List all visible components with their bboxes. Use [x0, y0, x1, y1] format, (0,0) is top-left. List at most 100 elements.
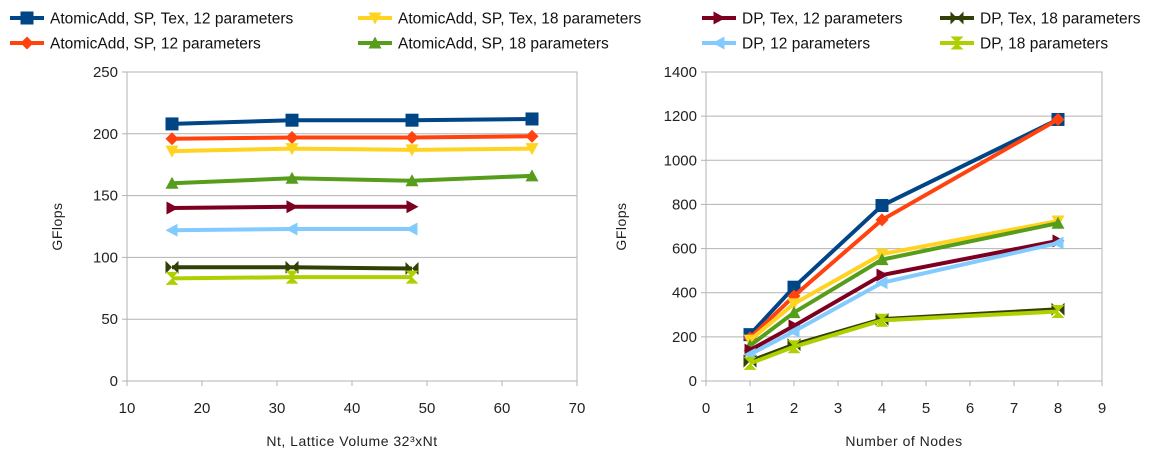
legend: AtomicAdd, SP, Tex, 12 parameters AtomicA… — [10, 11, 1141, 53]
data-point — [405, 144, 419, 157]
data-point — [525, 143, 539, 156]
y-tick-label: 1400 — [664, 64, 697, 81]
data-point — [166, 201, 179, 215]
data-point — [406, 200, 419, 214]
x-tick-label: 7 — [1010, 400, 1018, 417]
y-tick-label: 800 — [672, 196, 697, 213]
data-point — [1051, 304, 1065, 318]
series-atomicadd-sp-tex-18-parameters — [165, 143, 539, 158]
data-point — [788, 319, 801, 333]
y-tick-label: 200 — [672, 329, 697, 346]
data-point — [787, 306, 801, 319]
data-point — [875, 199, 889, 213]
legend-marker — [712, 36, 725, 50]
series-atomicadd-sp-tex-12-parameters — [165, 112, 539, 131]
legend-item: DP, Tex, 12 parameters — [702, 11, 903, 28]
data-point — [165, 117, 179, 131]
legend-item: AtomicAdd, SP, 18 parameters — [358, 36, 609, 53]
series-dp-18-parameters — [165, 270, 419, 285]
series-line — [171, 116, 533, 126]
y-tick-label: 0 — [689, 373, 697, 390]
y-tick-label: 0 — [110, 373, 118, 390]
data-point — [285, 171, 299, 184]
y-tick-label: 100 — [93, 249, 118, 266]
series-line — [749, 309, 1059, 366]
data-point — [875, 313, 889, 327]
data-point — [165, 271, 179, 285]
data-point — [525, 129, 539, 143]
legend-label: DP, Tex, 18 parameters — [980, 11, 1141, 28]
x-tick-label: 20 — [194, 400, 211, 417]
x-tick-label: 9 — [1098, 400, 1106, 417]
data-point — [285, 143, 299, 156]
series-line — [748, 117, 1059, 337]
data-point — [787, 280, 801, 294]
data-point — [286, 200, 299, 214]
legend-label: AtomicAdd, SP, 12 parameters — [50, 36, 261, 53]
data-point — [525, 112, 539, 126]
x-tick-label: 4 — [878, 400, 886, 417]
y-tick-label: 400 — [672, 285, 697, 302]
data-point — [405, 131, 419, 145]
data-point — [1051, 236, 1064, 250]
legend-marker — [368, 36, 382, 49]
legend-label: DP, 18 parameters — [980, 36, 1108, 53]
x-tick-label: 1 — [746, 400, 754, 417]
series-dp-tex-12-parameters — [166, 200, 419, 215]
x-tick-label: 0 — [702, 400, 710, 417]
series-atomicadd-sp-18-parameters — [165, 169, 539, 189]
series-dp-12-parameters — [165, 222, 418, 237]
legend-item: DP, 18 parameters — [940, 36, 1108, 53]
series-line — [171, 173, 533, 186]
legend-marker — [368, 12, 382, 25]
series-line — [749, 238, 1059, 352]
data-point — [165, 260, 179, 274]
y-tick-label: 50 — [101, 311, 118, 328]
data-point — [787, 324, 800, 338]
data-point — [405, 113, 419, 127]
legend-item: DP, 12 parameters — [702, 36, 870, 53]
series-dp-12-parameters — [743, 236, 1064, 362]
legend-marker — [20, 11, 34, 25]
data-point — [405, 222, 418, 236]
y-tick-label: 600 — [672, 241, 697, 258]
y-axis-label: GFlops — [49, 202, 65, 250]
series-line — [171, 275, 412, 281]
x-axis-label: Number of Nodes — [845, 433, 962, 449]
legend-marker — [20, 36, 34, 50]
x-tick-label: 6 — [966, 400, 974, 417]
series-line — [172, 265, 413, 271]
data-point — [405, 174, 419, 187]
legend-label: DP, 12 parameters — [742, 36, 870, 53]
data-point — [875, 253, 889, 266]
legend-label: AtomicAdd, SP, Tex, 18 parameters — [398, 11, 641, 28]
plot-frame — [705, 71, 1103, 382]
data-point — [285, 113, 299, 127]
legend-marker — [950, 36, 964, 50]
y-tick-label: 1000 — [664, 152, 697, 169]
data-point — [165, 145, 179, 158]
series-line — [748, 221, 1059, 348]
data-point — [525, 169, 539, 182]
x-tick-label: 10 — [119, 400, 136, 417]
legend-marker — [950, 11, 964, 25]
data-point — [165, 223, 178, 237]
legend-label: AtomicAdd, SP, 18 parameters — [398, 36, 609, 53]
series-line — [171, 134, 533, 141]
legend-item: AtomicAdd, SP, 12 parameters — [10, 36, 261, 53]
x-tick-label: 2 — [790, 400, 798, 417]
y-axis-label: GFlops — [613, 202, 629, 250]
legend-item: AtomicAdd, SP, Tex, 12 parameters — [10, 11, 293, 28]
data-point — [165, 176, 179, 189]
x-tick-label: 70 — [569, 400, 586, 417]
data-point — [285, 260, 299, 274]
data-point — [285, 131, 299, 145]
legend-item: DP, Tex, 18 parameters — [940, 11, 1141, 28]
chart-right: 0 200 400 600 800 1000 1200 1400 0 1 2 3 4 5 6 7 8 9 GFlop… — [613, 64, 1106, 449]
series-dp-18-parameters — [743, 304, 1065, 370]
legend-label: AtomicAdd, SP, Tex, 12 parameters — [50, 11, 293, 28]
data-point — [1051, 216, 1065, 229]
y-tick-label: 250 — [93, 64, 118, 81]
chart-left: 0 50 100 150 200 250 10 20 30 40 50 60 70 GFlops Nt, L… — [49, 64, 585, 449]
